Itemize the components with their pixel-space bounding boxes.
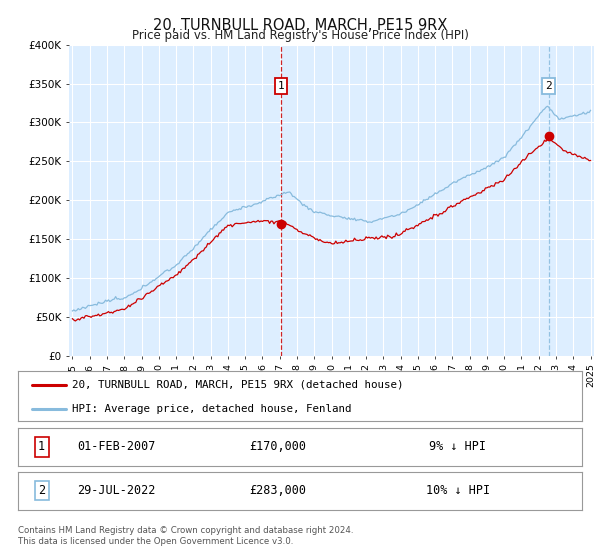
Text: 10% ↓ HPI: 10% ↓ HPI: [426, 484, 490, 497]
Text: 9% ↓ HPI: 9% ↓ HPI: [430, 440, 487, 454]
Text: £283,000: £283,000: [249, 484, 306, 497]
Text: 2: 2: [38, 484, 45, 497]
Text: 01-FEB-2007: 01-FEB-2007: [77, 440, 156, 454]
Text: 1: 1: [278, 81, 284, 91]
Text: 2: 2: [545, 81, 552, 91]
Text: HPI: Average price, detached house, Fenland: HPI: Average price, detached house, Fenl…: [71, 404, 351, 413]
Text: 20, TURNBULL ROAD, MARCH, PE15 9RX: 20, TURNBULL ROAD, MARCH, PE15 9RX: [153, 18, 447, 33]
Text: £170,000: £170,000: [249, 440, 306, 454]
Text: 1: 1: [38, 440, 45, 454]
Text: 29-JUL-2022: 29-JUL-2022: [77, 484, 156, 497]
Text: Contains HM Land Registry data © Crown copyright and database right 2024.
This d: Contains HM Land Registry data © Crown c…: [18, 526, 353, 546]
Text: Price paid vs. HM Land Registry's House Price Index (HPI): Price paid vs. HM Land Registry's House …: [131, 29, 469, 42]
Text: 20, TURNBULL ROAD, MARCH, PE15 9RX (detached house): 20, TURNBULL ROAD, MARCH, PE15 9RX (deta…: [71, 380, 403, 390]
